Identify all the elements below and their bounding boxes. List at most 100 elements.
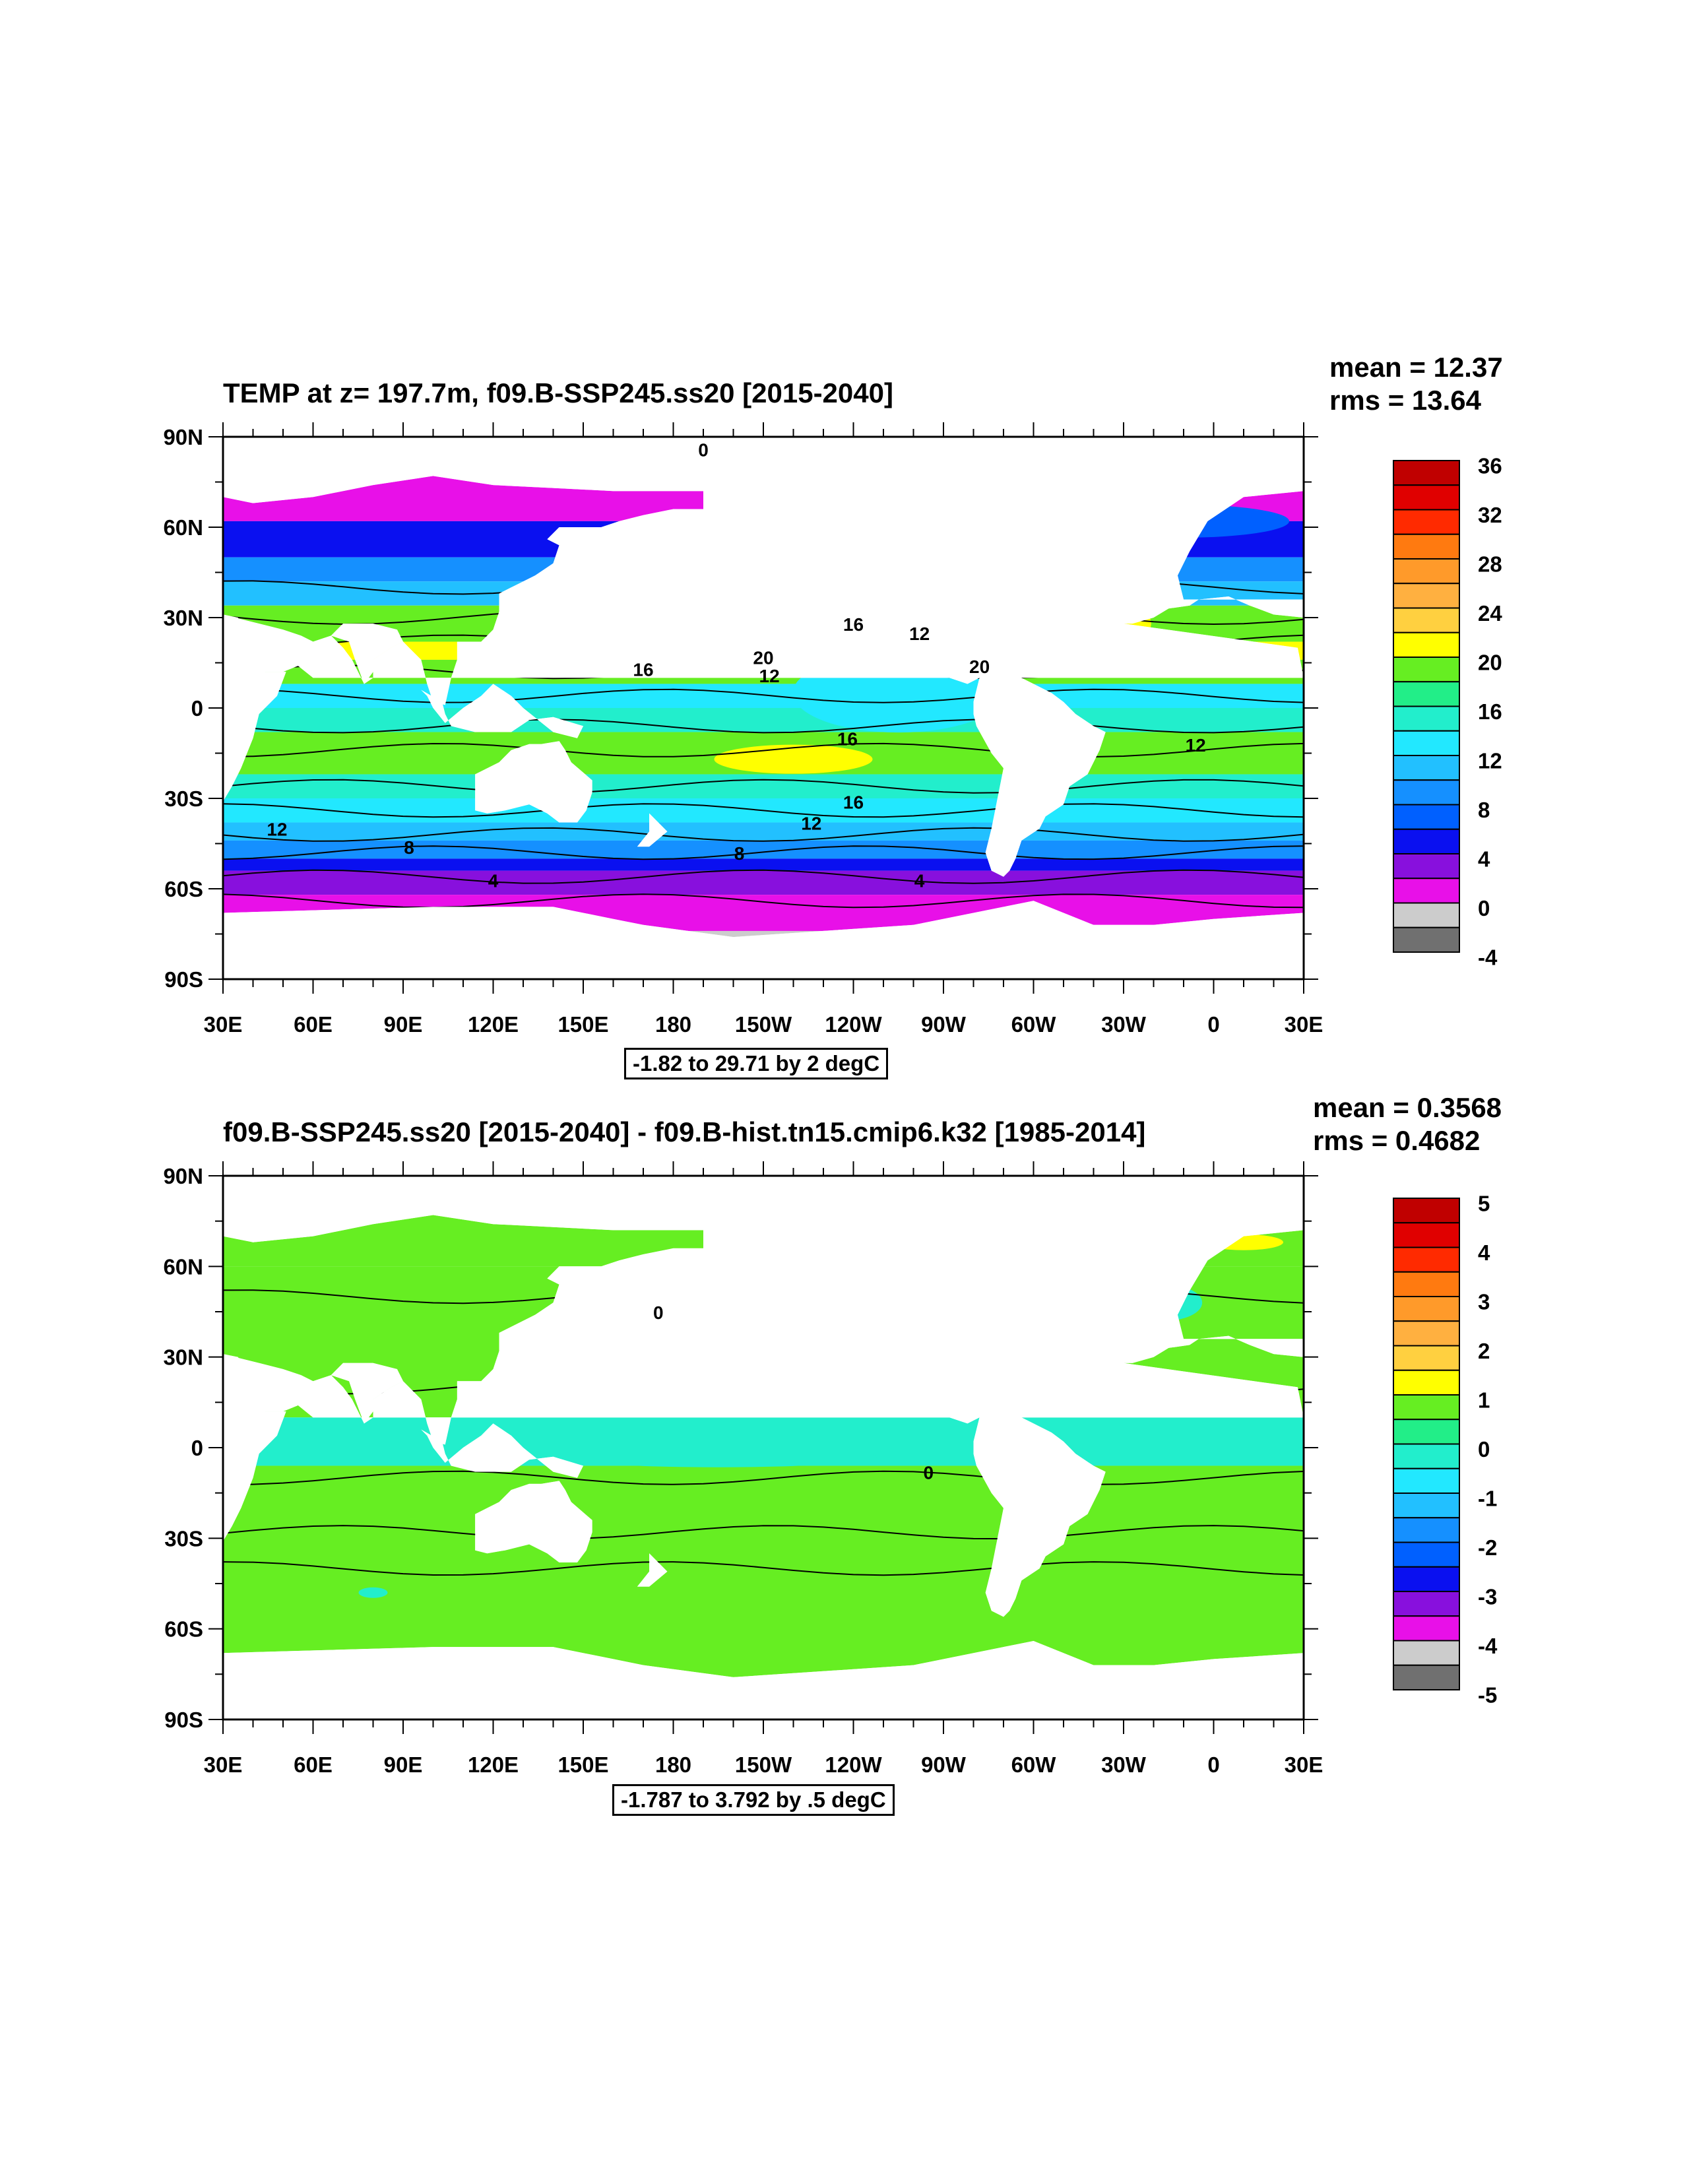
colorbar-segment (1393, 1320, 1460, 1347)
ocean-band (223, 822, 1304, 841)
colorbar-segment (1393, 484, 1460, 511)
colorbar-segment (1393, 730, 1460, 756)
colorbar-segment (1393, 509, 1460, 535)
contour-line (223, 827, 1304, 842)
lon-label: 30E (204, 1752, 243, 1777)
warm-pool (240, 752, 386, 773)
land-mask-samerica (973, 672, 1106, 877)
colorbar-segment (1393, 1271, 1460, 1297)
lon-label: 30E (204, 1012, 243, 1037)
colorbar-segment (1393, 828, 1460, 854)
lat-label: 30S (164, 1526, 203, 1551)
colorbar-label: 1 (1478, 1388, 1490, 1412)
colorbar-label: -3 (1478, 1584, 1497, 1609)
colorbar-segment (1393, 705, 1460, 732)
ocean-band (223, 684, 1304, 708)
colorbar-segment (1393, 1222, 1460, 1248)
colorbar-segment (1393, 533, 1460, 560)
colorbar-label: 0 (1478, 896, 1490, 920)
colorbar-label: 3 (1478, 1289, 1490, 1314)
mean-value: mean = 0.3568 (1313, 1092, 1502, 1123)
lat-label: 30N (163, 1345, 203, 1370)
colorbar-label: 32 (1478, 503, 1502, 527)
land-mask-seasia (421, 1423, 583, 1478)
contour-line (223, 719, 1304, 734)
colorbar-segment (1393, 1493, 1460, 1519)
land-mask-namerica (703, 455, 1184, 684)
contour-label: 20 (753, 647, 773, 668)
lon-label: 0 (1207, 1012, 1219, 1037)
colorbar-segment (1393, 878, 1460, 904)
colorbar-segment (1393, 1246, 1460, 1273)
contour-label: 12 (267, 819, 287, 840)
contour-line (223, 1525, 1304, 1540)
lon-label: 150E (558, 1752, 608, 1777)
colorbar-label: -4 (1478, 1634, 1498, 1658)
colorbar-label: 28 (1478, 552, 1502, 576)
colorbar-segment (1393, 926, 1460, 953)
lon-label: 120W (825, 1752, 882, 1777)
lon-label: 150W (735, 1012, 792, 1037)
lat-label: 60N (163, 515, 203, 540)
stats: mean = 12.37 rms = 13.64 (1329, 351, 1503, 417)
colorbar-label: -2 (1478, 1535, 1497, 1560)
contour-line (223, 779, 1304, 794)
land-mask-india (331, 624, 403, 684)
lat-label: 30S (164, 787, 203, 811)
land-mask-nz (637, 1553, 668, 1587)
contour-label: 8 (404, 837, 414, 858)
ocean-band (223, 858, 1304, 871)
lon-label: 30W (1101, 1752, 1147, 1777)
cooling-band (559, 1446, 877, 1467)
land-mask-namerica (703, 1194, 1184, 1424)
contour-label: 16 (633, 660, 653, 680)
lat-label: 30N (163, 606, 203, 630)
land-mask-eurasia (223, 437, 1304, 705)
ocean-band (223, 708, 1304, 732)
contour-line (223, 869, 1304, 884)
land-mask-greenland_cap (1045, 455, 1166, 509)
lon-label: 90W (921, 1752, 967, 1777)
contour-label: 0 (923, 1463, 934, 1483)
land-mask-eurasia (223, 1176, 1304, 1445)
lat-label: 60S (164, 877, 203, 901)
colorbar-segment (1393, 1369, 1460, 1396)
contour-label: 16 (837, 729, 858, 750)
colorbar-segment (1393, 779, 1460, 806)
lon-label: 60E (294, 1752, 333, 1777)
lat-label: 0 (191, 1436, 203, 1460)
ocean-band (223, 840, 1304, 859)
lon-label: 150E (558, 1012, 608, 1037)
contour-label: 16 (843, 792, 864, 813)
colorbar-label: 5 (1478, 1191, 1490, 1215)
land-mask-africa (223, 1354, 286, 1541)
lat-label: 90N (163, 1164, 203, 1188)
colorbar-segment (1393, 460, 1460, 486)
lon-label: 0 (1207, 1752, 1219, 1777)
lat-label: 90S (164, 1708, 203, 1732)
lon-label: 30E (1285, 1012, 1323, 1037)
colorbar-label: 24 (1478, 601, 1502, 626)
contour-label: 16 (843, 614, 864, 635)
contour-range-label: -1.82 to 29.71 by 2 degC (624, 1048, 889, 1079)
colorbar-segment (1393, 1640, 1460, 1666)
ocean-band (223, 774, 1304, 798)
contour-label: 4 (488, 870, 499, 891)
lat-label: 0 (191, 696, 203, 721)
lon-label: 30E (1285, 1752, 1323, 1777)
contour-label: 8 (734, 843, 745, 864)
colorbar-segment (1393, 657, 1460, 683)
colorbar-segment (1393, 681, 1460, 707)
contour-line (223, 1470, 1304, 1485)
colorbar-segment (1393, 1296, 1460, 1322)
lon-label: 150W (735, 1752, 792, 1777)
contour-line (223, 688, 1304, 703)
lon-label: 90W (921, 1012, 967, 1037)
colorbar-segment (1393, 1615, 1460, 1642)
lat-label: 90S (164, 967, 203, 992)
colorbar-label: -5 (1478, 1683, 1497, 1707)
colorbar-segment (1393, 1566, 1460, 1592)
land-mask-nz (637, 813, 668, 847)
colorbar-segment (1393, 631, 1460, 658)
